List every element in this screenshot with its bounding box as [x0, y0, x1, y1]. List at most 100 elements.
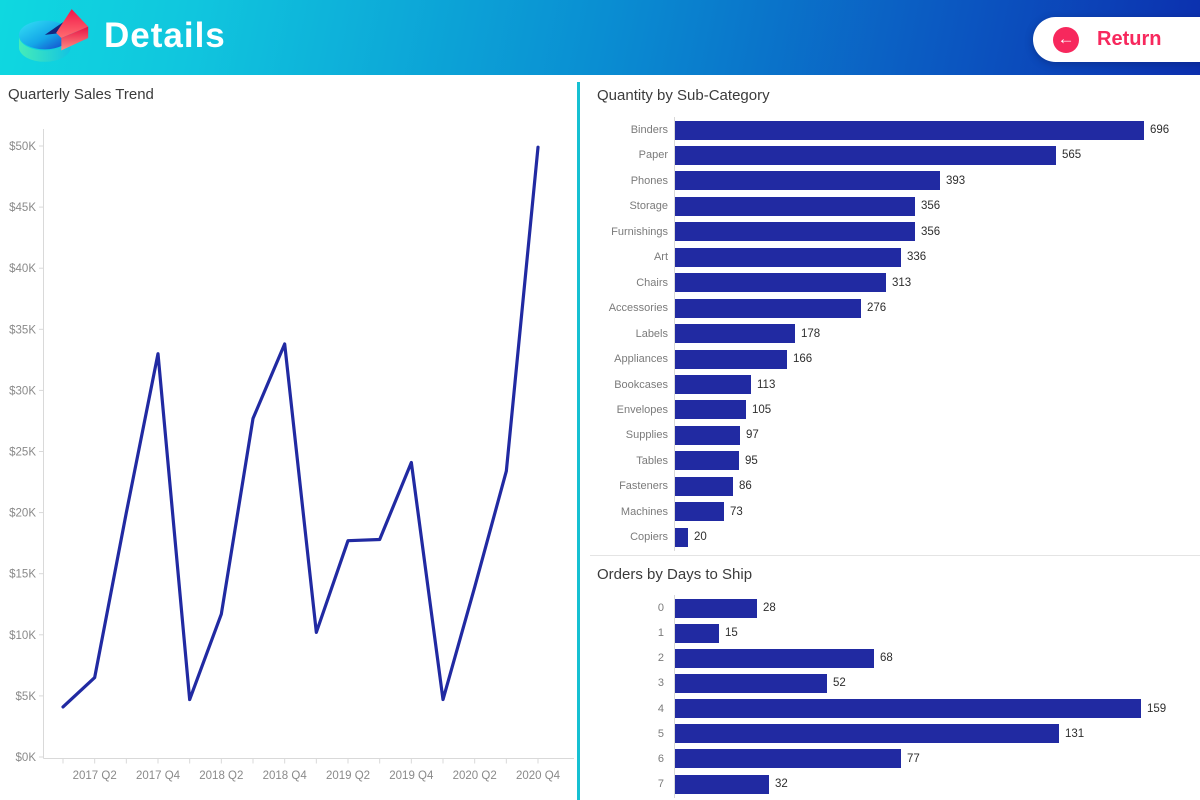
bar[interactable] — [675, 247, 901, 267]
value-label: 95 — [745, 454, 758, 467]
bar[interactable] — [675, 400, 746, 420]
bar[interactable] — [675, 425, 740, 445]
value-label: 73 — [730, 505, 743, 518]
category-label: 7 — [657, 778, 664, 791]
subcategory-chart-title: Quantity by Sub-Category — [597, 87, 770, 104]
bar-row: Appliances 166 — [590, 349, 1200, 369]
y-axis-label: $10K — [9, 630, 36, 642]
arrow-left-icon: ← — [1053, 26, 1079, 53]
category-label: Machines — [620, 505, 668, 518]
category-label: Accessories — [608, 302, 668, 315]
y-axis-label: $35K — [9, 324, 36, 336]
vertical-panel-divider — [577, 82, 580, 800]
category-label: 0 — [657, 602, 664, 614]
value-label: 97 — [746, 429, 759, 442]
value-label: 20 — [694, 531, 707, 544]
sales-trend-chart-title: Quarterly Sales Trend — [8, 86, 154, 103]
category-label: Labels — [635, 327, 668, 340]
sales-trend-line[interactable] — [61, 145, 540, 709]
bar-row: 3 52 — [590, 673, 1200, 693]
return-button[interactable]: ← Return — [1033, 17, 1200, 62]
bar[interactable] — [675, 120, 1144, 140]
return-button-label: Return — [1097, 28, 1162, 50]
bar-row: 0 28 — [590, 598, 1200, 618]
bar[interactable] — [675, 502, 724, 522]
bar[interactable] — [675, 724, 1059, 744]
value-label: 15 — [725, 627, 738, 640]
value-label: 313 — [892, 276, 912, 289]
value-label: 113 — [757, 378, 776, 391]
subcategory-panel: Quantity by Sub-Category Binders 696 Paper… — [590, 85, 1200, 555]
category-label: 1 — [657, 627, 664, 640]
category-label: Binders — [630, 124, 668, 136]
category-label: Appliances — [614, 353, 668, 366]
days-to-ship-bar-chart: 0 28 1 15 2 68 3 52 4 159 5 131 6 77 7 32 — [590, 560, 1200, 800]
bar[interactable] — [675, 273, 886, 293]
y-axis-label: $5K — [16, 691, 37, 703]
category-label: Art — [653, 251, 668, 264]
pie-chart-logo-icon — [18, 9, 89, 62]
bar[interactable] — [675, 196, 915, 216]
app-title: Details — [104, 16, 226, 55]
bar-row: Fasteners 86 — [590, 476, 1200, 496]
bar-row: Accessories 276 — [590, 298, 1200, 318]
value-label: 565 — [1062, 149, 1082, 162]
value-label: 166 — [793, 353, 813, 366]
bar-row: Machines 73 — [590, 502, 1200, 522]
category-label: 2 — [657, 652, 664, 665]
category-label: Bookcases — [614, 378, 668, 391]
y-axis-label: $20K — [9, 508, 36, 520]
category-label: Storage — [629, 200, 668, 213]
bar[interactable] — [675, 699, 1141, 719]
bar-row: 4 159 — [590, 699, 1200, 719]
value-label: 32 — [775, 778, 788, 791]
bar-row: 7 32 — [590, 774, 1200, 794]
category-label: Furnishings — [611, 225, 668, 238]
bar[interactable] — [675, 298, 861, 318]
category-label: 5 — [657, 727, 664, 740]
value-label: 356 — [921, 225, 941, 238]
bar-row: Art 336 — [590, 247, 1200, 267]
bar-row: Supplies 97 — [590, 425, 1200, 445]
value-label: 52 — [833, 677, 846, 690]
bar[interactable] — [675, 749, 901, 769]
bar-row: 2 68 — [590, 648, 1200, 668]
bar-row: Paper 565 — [590, 145, 1200, 165]
bar-row: 1 15 — [590, 623, 1200, 643]
category-label: Paper — [638, 149, 668, 162]
bar[interactable] — [675, 145, 1056, 165]
bar[interactable] — [675, 476, 733, 496]
y-axis-label: $50K — [9, 141, 36, 153]
bar[interactable] — [675, 673, 827, 693]
bar-row: Bookcases 113 — [590, 375, 1200, 394]
value-label: 77 — [907, 752, 920, 765]
value-label: 696 — [1150, 124, 1170, 136]
bar[interactable] — [675, 451, 739, 471]
bar[interactable] — [675, 324, 795, 344]
x-axis-label: 2020 Q4 — [516, 770, 561, 782]
bar[interactable] — [675, 598, 757, 618]
bar[interactable] — [675, 648, 874, 668]
value-label: 178 — [801, 327, 821, 340]
bar[interactable] — [675, 527, 688, 547]
bar-row: Storage 356 — [590, 196, 1200, 216]
x-axis-label: 2017 Q4 — [136, 770, 181, 782]
subcategory-bar-chart: Binders 696 Paper 565 Phones 393 Storage 356 Fur… — [590, 85, 1200, 555]
bar-axis-line — [674, 594, 675, 798]
bar-axis-line — [674, 116, 675, 551]
bar-row: Labels 178 — [590, 324, 1200, 344]
bar[interactable] — [675, 623, 719, 643]
bar[interactable] — [675, 349, 787, 369]
x-axis-label: 2020 Q2 — [453, 770, 497, 782]
bar[interactable] — [675, 375, 751, 394]
bar[interactable] — [675, 222, 915, 242]
bar[interactable] — [675, 171, 940, 191]
x-axis-label: 2018 Q4 — [263, 770, 308, 782]
bar-row: Chairs 313 — [590, 273, 1200, 293]
x-axis-label: 2017 Q2 — [73, 770, 117, 782]
category-label: Tables — [636, 454, 668, 467]
category-label: Envelopes — [616, 403, 668, 416]
category-label: Copiers — [630, 531, 668, 544]
bar[interactable] — [675, 774, 769, 794]
